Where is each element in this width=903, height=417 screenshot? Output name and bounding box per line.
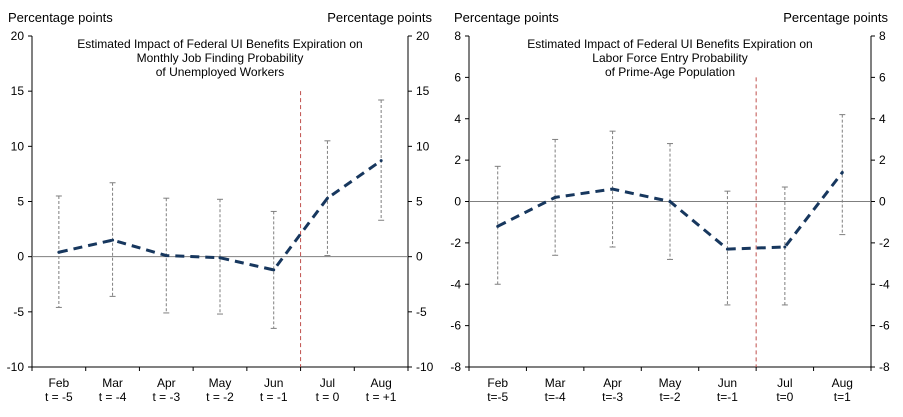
chart-title: Estimated Impact of Federal UI Benefits … — [77, 37, 362, 51]
y-tick-label-left: 2 — [454, 153, 461, 167]
x-tick-label: t=-1 — [717, 390, 738, 404]
data-point — [57, 250, 61, 254]
y-tick-label-right: 8 — [879, 29, 886, 43]
y-tick-label-right: -10 — [416, 360, 434, 374]
y-axis-title-right: Percentage points — [327, 10, 432, 25]
data-point — [379, 159, 383, 163]
data-point — [325, 196, 329, 200]
y-tick-label-right: -4 — [879, 277, 890, 291]
x-tick-label: Jun — [264, 376, 283, 390]
y-tick-label-right: 2 — [879, 153, 886, 167]
data-point — [553, 195, 557, 199]
x-tick-label: t=0 — [776, 390, 793, 404]
x-tick-label: Apr — [157, 376, 176, 390]
data-point — [218, 256, 222, 260]
y-tick-label-right: 4 — [879, 112, 886, 126]
x-tick-label: Aug — [370, 376, 391, 390]
x-tick-label: t = 0 — [316, 390, 340, 404]
data-point — [111, 238, 115, 242]
y-tick-label-left: -4 — [450, 277, 461, 291]
x-tick-label: t = -2 — [206, 390, 234, 404]
y-tick-label-left: 0 — [454, 195, 461, 209]
y-tick-label-right: 5 — [416, 195, 423, 209]
y-axis-title-right: Percentage points — [783, 10, 888, 25]
chart-title: Estimated Impact of Federal UI Benefits … — [527, 37, 812, 51]
y-tick-label-left: 0 — [17, 250, 24, 264]
x-tick-label: t=-3 — [602, 390, 623, 404]
y-tick-label-right: -6 — [879, 319, 890, 333]
y-tick-label-right: -2 — [879, 236, 890, 250]
chart-title: of Unemployed Workers — [156, 65, 285, 79]
y-tick-label-right: 15 — [416, 84, 430, 98]
data-point — [840, 171, 844, 175]
y-tick-label-left: -2 — [450, 236, 461, 250]
y-axis-title-left: Percentage points — [454, 10, 559, 25]
x-tick-label: Feb — [49, 376, 70, 390]
data-point — [272, 268, 276, 272]
y-tick-label-right: -8 — [879, 360, 890, 374]
y-tick-label-left: 6 — [454, 70, 461, 84]
data-point — [164, 254, 168, 258]
x-tick-label: t=-2 — [659, 390, 680, 404]
x-tick-label: t = -5 — [45, 390, 73, 404]
y-tick-label-left: -6 — [450, 319, 461, 333]
x-tick-label: t = -1 — [260, 390, 288, 404]
x-tick-label: Mar — [102, 376, 123, 390]
y-tick-label-left: 20 — [11, 29, 25, 43]
y-tick-label-right: 6 — [879, 70, 886, 84]
y-tick-label-left: 4 — [454, 112, 461, 126]
x-tick-label: t=-4 — [545, 390, 566, 404]
chart-title: Labor Force Entry Probability — [592, 51, 747, 65]
y-tick-label-right: -5 — [416, 305, 427, 319]
x-tick-label: May — [659, 376, 682, 390]
x-tick-label: t=-5 — [487, 390, 508, 404]
chart-title: of Prime-Age Population — [605, 65, 735, 79]
x-tick-label: t=1 — [834, 390, 851, 404]
x-tick-label: Mar — [545, 376, 566, 390]
x-tick-label: t = -3 — [152, 390, 180, 404]
y-tick-label-left: 15 — [11, 84, 25, 98]
data-point — [611, 187, 615, 191]
y-tick-label-left: 10 — [11, 139, 25, 153]
data-point — [725, 247, 729, 251]
y-tick-label-left: -8 — [450, 360, 461, 374]
x-tick-label: t = -4 — [99, 390, 127, 404]
y-tick-label-left: -5 — [13, 305, 24, 319]
y-tick-label-left: 8 — [454, 29, 461, 43]
y-tick-label-right: 0 — [879, 195, 886, 209]
y-tick-label-left: -10 — [7, 360, 25, 374]
x-tick-label: Feb — [487, 376, 508, 390]
y-tick-label-right: 0 — [416, 250, 423, 264]
x-tick-label: May — [209, 376, 232, 390]
x-tick-label: Jun — [718, 376, 737, 390]
x-tick-label: Jul — [320, 376, 335, 390]
chart-title: Monthly Job Finding Probability — [137, 51, 304, 65]
x-tick-label: Jul — [777, 376, 792, 390]
y-tick-label-right: 10 — [416, 139, 430, 153]
data-point — [496, 224, 500, 228]
y-axis-title-left: Percentage points — [8, 10, 113, 25]
y-tick-label-left: 5 — [17, 195, 24, 209]
data-point — [668, 200, 672, 203]
x-tick-label: Aug — [832, 376, 853, 390]
data-point — [783, 245, 787, 249]
x-tick-label: t = +1 — [366, 390, 397, 404]
x-tick-label: Apr — [603, 376, 622, 390]
y-tick-label-right: 20 — [416, 29, 430, 43]
